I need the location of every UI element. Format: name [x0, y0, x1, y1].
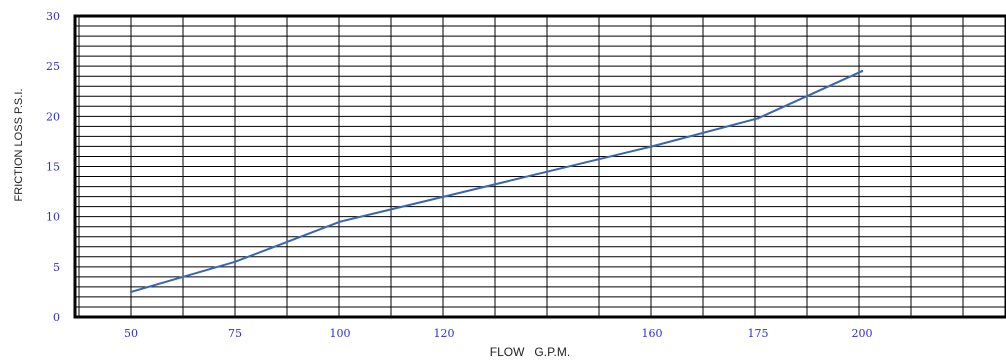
data-point [129, 290, 133, 294]
y-tick-label: 5 [53, 261, 60, 274]
y-tick-label: 15 [46, 161, 60, 174]
x-axis-title: FLOW G.P.M. [490, 345, 570, 359]
y-tick-label: 20 [46, 110, 60, 123]
x-tick-label: 50 [124, 327, 138, 340]
data-point [650, 145, 654, 148]
data-point [442, 195, 446, 198]
data-point [233, 260, 237, 264]
x-tick-label: 160 [642, 327, 663, 340]
y-axis-title: FRICTION LOSS P.S.I. [13, 89, 25, 202]
data-point [860, 69, 864, 73]
x-tick-label: 175 [748, 327, 769, 340]
data-point [338, 220, 342, 223]
y-tick-labels: 0 5 10 15 20 25 30 [46, 10, 60, 324]
plot-frame [73, 14, 1006, 319]
series-line [130, 70, 863, 293]
x-tick-label: 100 [330, 327, 351, 340]
x-tick-label: 120 [434, 327, 455, 340]
y-tick-label: 30 [46, 10, 60, 23]
chart-grid [75, 16, 1006, 317]
data-point [756, 117, 760, 120]
x-tick-label: 75 [228, 327, 242, 340]
x-tick-labels: 50 75 100 120 160 175 200 [124, 327, 873, 340]
y-tick-label: 10 [46, 211, 60, 224]
y-tick-label: 25 [46, 60, 60, 73]
y-tick-label: 0 [53, 311, 60, 324]
x-tick-label: 200 [852, 327, 873, 340]
